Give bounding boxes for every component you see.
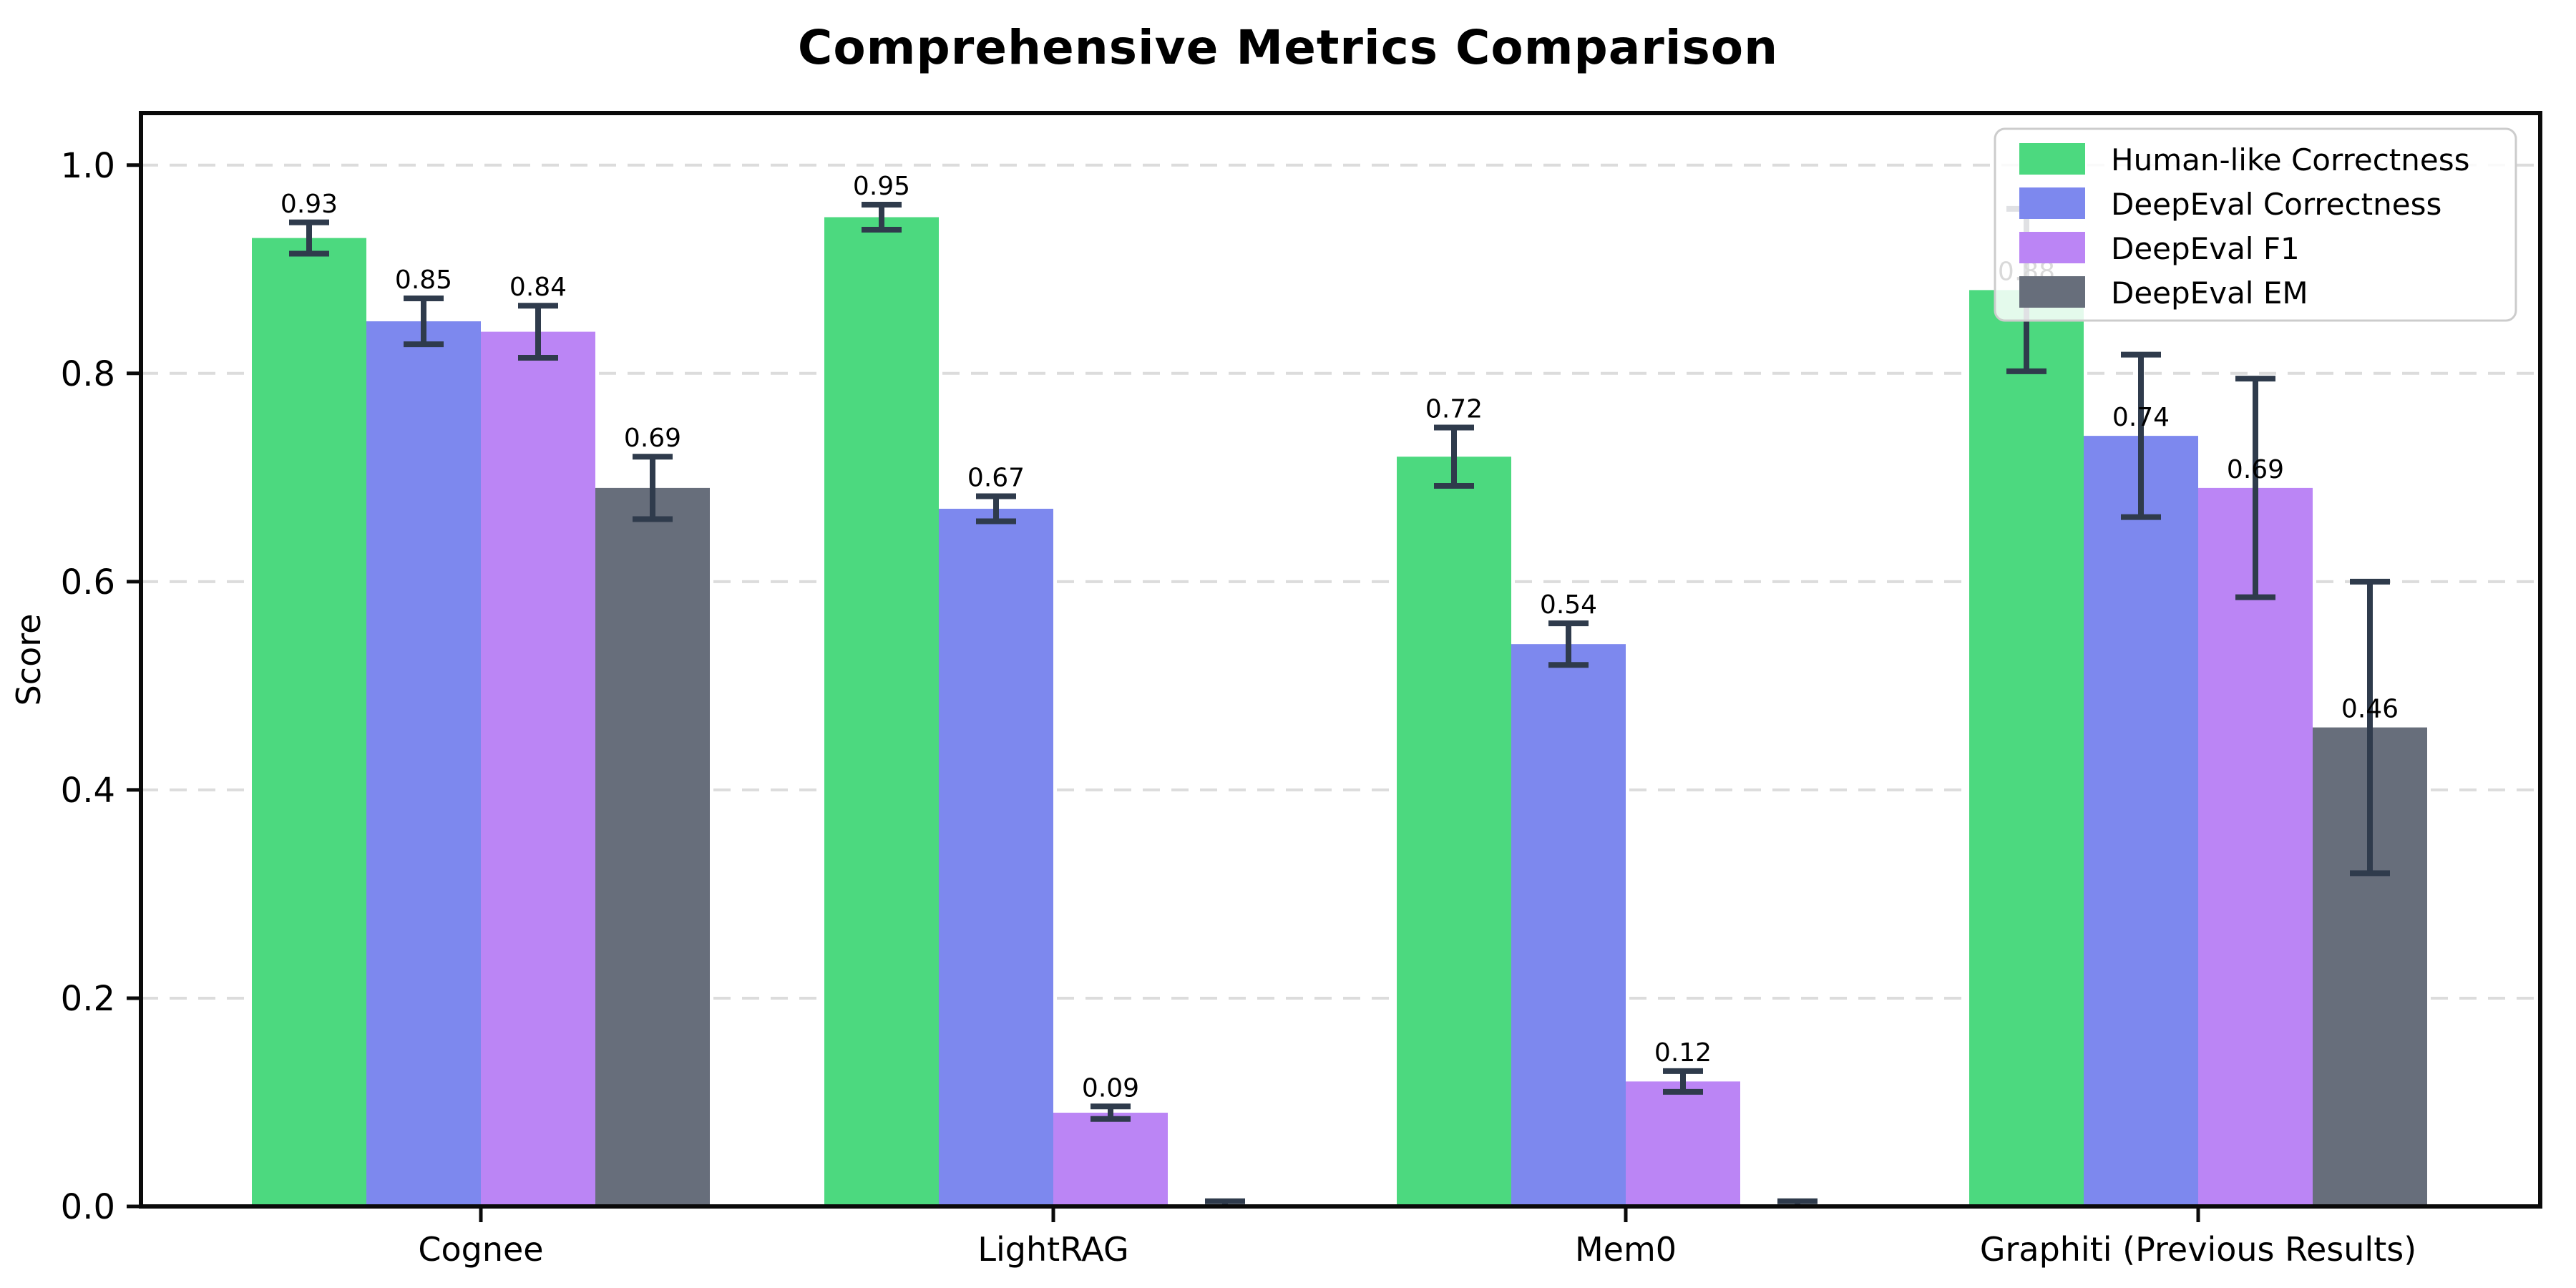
bar-value-label: 0.12 <box>1654 1038 1712 1068</box>
y-tick-label: 0.2 <box>61 979 115 1019</box>
x-tick-label: Graphiti (Previous Results) <box>1980 1230 2416 1269</box>
bar-human-like-correctness-1 <box>824 217 939 1206</box>
bar-value-label: 0.67 <box>967 464 1025 493</box>
y-tick-label: 0.8 <box>61 354 115 394</box>
bar-deepeval-correctness-1 <box>939 508 1053 1206</box>
x-tick-label: Cognee <box>418 1230 543 1269</box>
legend-label: DeepEval Correctness <box>2111 187 2441 222</box>
bar-value-label: 0.46 <box>2341 695 2399 724</box>
bar-deepeval-f1-0 <box>481 331 595 1207</box>
chart-title: Comprehensive Metrics Comparison <box>797 20 1779 75</box>
bar-value-label: 0.93 <box>280 190 338 219</box>
legend-swatch-deepeval-f1 <box>2019 232 2085 263</box>
bar-human-like-correctness-3 <box>1969 290 2084 1206</box>
legend-box <box>1994 127 2517 322</box>
bar-value-label: 0.72 <box>1425 394 1483 424</box>
bar-deepeval-em-0 <box>595 487 710 1206</box>
bar-value-label: 0.54 <box>1540 590 1597 620</box>
bar-deepeval-f1-1 <box>1053 1113 1168 1206</box>
bar-deepeval-correctness-2 <box>1511 644 1626 1206</box>
bar-value-label: 0.74 <box>2112 403 2170 432</box>
y-axis-label: Score <box>9 614 48 706</box>
bar-value-label: 0.84 <box>509 273 567 302</box>
legend-swatch-deepeval-em <box>2019 276 2085 308</box>
x-tick-label: Mem0 <box>1575 1230 1677 1269</box>
x-tick-label: LightRAG <box>977 1230 1128 1269</box>
bar-value-label: 0.69 <box>624 424 681 453</box>
bar-deepeval-correctness-0 <box>366 321 481 1206</box>
y-tick-label: 0.0 <box>61 1187 115 1227</box>
bar-deepeval-f1-2 <box>1626 1081 1740 1206</box>
legend-swatch-deepeval-correctness <box>2019 187 2085 219</box>
bar-deepeval-correctness-3 <box>2084 436 2198 1206</box>
bar-value-label: 0.95 <box>853 172 910 201</box>
bar-value-label: 0.85 <box>395 265 452 295</box>
plot-border <box>139 111 2542 1209</box>
legend-swatch-human-like-correctness <box>2019 143 2085 175</box>
y-tick-label: 1.0 <box>61 146 115 186</box>
bar-human-like-correctness-2 <box>1397 457 1511 1207</box>
bar-human-like-correctness-0 <box>252 238 366 1207</box>
y-tick-label: 0.6 <box>61 562 115 602</box>
legend-label: DeepEval F1 <box>2111 231 2300 266</box>
bar-deepeval-f1-3 <box>2198 487 2313 1206</box>
bar-value-label: 0.69 <box>2227 455 2284 484</box>
y-tick-label: 0.4 <box>61 771 115 811</box>
bar-value-label: 0.09 <box>1082 1073 1139 1103</box>
legend-label: DeepEval EM <box>2111 275 2308 311</box>
legend-label: Human-like Correctness <box>2111 142 2470 177</box>
